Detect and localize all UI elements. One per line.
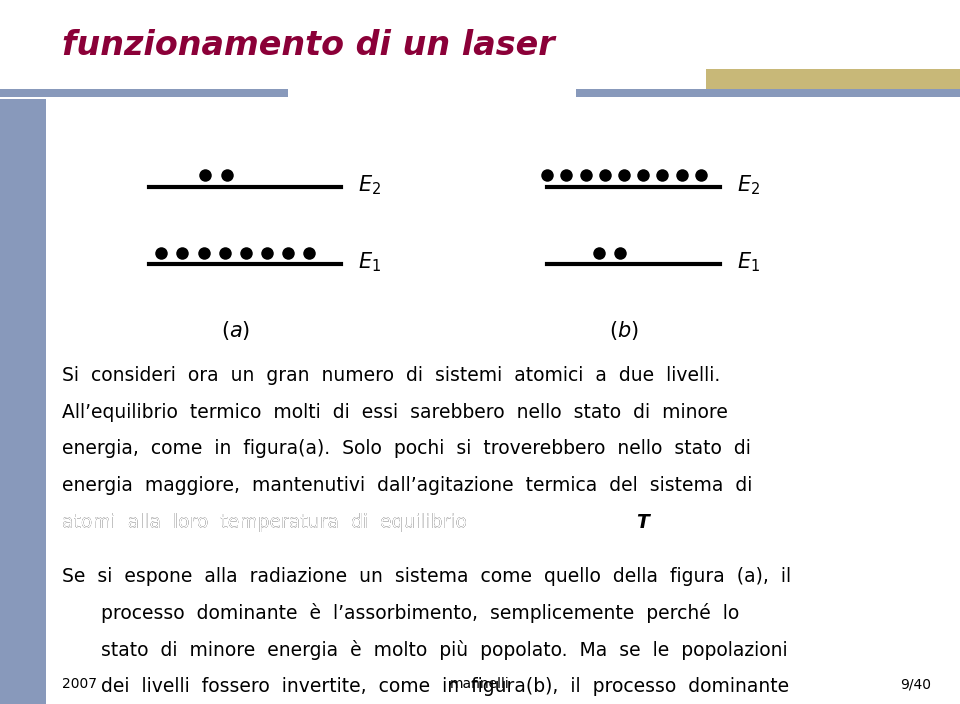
Text: energia  maggiore,  mantenutivi  dall’agitazione  termica  del  sistema  di: energia maggiore, mantenutivi dall’agita…: [62, 476, 753, 495]
Text: $(a)$: $(a)$: [221, 320, 250, 342]
Text: Si  consideri  ora  un  gran  numero  di  sistemi  atomici  a  due  livelli.: Si consideri ora un gran numero di siste…: [62, 366, 721, 385]
Text: funzionamento di un laser: funzionamento di un laser: [62, 30, 555, 62]
Text: T: T: [636, 513, 649, 532]
Bar: [0, 89, 288, 97]
Text: $E_2$: $E_2$: [737, 173, 760, 197]
Bar: [0, 99, 46, 704]
Text: atomi  alla  loro  temperatura  di  equilibrio: atomi alla loro temperatura di equilibri…: [62, 513, 479, 532]
Text: stato  di  minore  energia  è  molto  più  popolato.  Ma  se  le  popolazioni: stato di minore energia è molto più popo…: [101, 640, 787, 660]
Text: 2007: 2007: [62, 677, 97, 691]
Text: 9/40: 9/40: [900, 677, 931, 691]
Text: Se  si  espone  alla  radiazione  un  sistema  come  quello  della  figura  (a),: Se si espone alla radiazione un sistema …: [62, 567, 792, 586]
Text: All’equilibrio  termico  molti  di  essi  sarebbero  nello  stato  di  minore: All’equilibrio termico molti di essi sar…: [62, 403, 729, 422]
Text: $E_1$: $E_1$: [737, 251, 760, 275]
Bar: [706, 69, 960, 89]
Text: $(b)$: $(b)$: [610, 320, 638, 342]
Text: $E_2$: $E_2$: [358, 173, 381, 197]
Text: processo  dominante  è  l’assorbimento,  semplicemente  perché  lo: processo dominante è l’assorbimento, sem…: [101, 603, 739, 623]
Text: dei  livelli  fossero  invertite,  come  in  figura(b),  il  processo  dominante: dei livelli fossero invertite, come in f…: [101, 677, 789, 696]
Text: energia,  come  in  figura(a).  Solo  pochi  si  troverebbero  nello  stato  di: energia, come in figura(a). Solo pochi s…: [62, 439, 752, 458]
Text: atomi  alla  loro  temperatura  di  equilibrio  ​T: atomi alla loro temperatura di equilibri…: [62, 513, 491, 532]
Bar: [576, 89, 960, 97]
Text: mannelli: mannelli: [450, 677, 510, 691]
Text: $E_1$: $E_1$: [358, 251, 381, 275]
